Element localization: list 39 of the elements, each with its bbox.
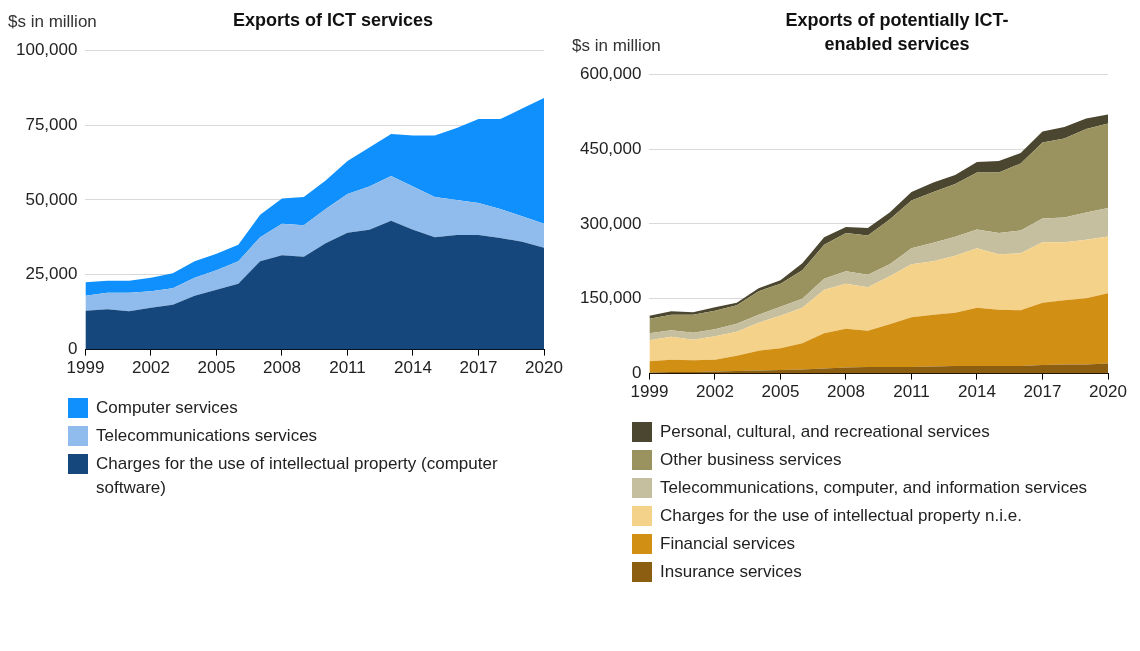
x-tick-label: 2017 bbox=[459, 358, 498, 378]
y-tick-label: 25,000 bbox=[25, 264, 78, 284]
legend-label: Telecommunications, computer, and information services bbox=[660, 477, 1088, 499]
y-tick-label: 0 bbox=[67, 339, 78, 359]
x-tick-label: 2011 bbox=[329, 358, 366, 378]
legend-label: Charges for the use of intellectual property (computer software) bbox=[96, 453, 499, 499]
x-tick-label: 2011 bbox=[893, 382, 930, 402]
y-axis-title: $s in million bbox=[572, 36, 661, 55]
y-tick-label: 150,000 bbox=[580, 288, 642, 308]
legend-label: Other business services bbox=[660, 449, 842, 471]
x-tick-label: 2002 bbox=[696, 382, 734, 402]
chart-title: Exports of potentially ICT-enabled services bbox=[784, 9, 1010, 56]
y-tick-label: 0 bbox=[631, 363, 642, 383]
x-tick-label: 2020 bbox=[525, 358, 563, 378]
x-tick-label: 2020 bbox=[1089, 382, 1127, 402]
x-tick-label: 2017 bbox=[1023, 382, 1062, 402]
x-tick-label: 2014 bbox=[958, 382, 996, 402]
x-tick-label: 2014 bbox=[394, 358, 432, 378]
legend-label: Charges for the use of intellectual property n.i.e. bbox=[660, 505, 1022, 527]
x-tick-label: 2008 bbox=[263, 358, 301, 378]
legend-label: Computer services bbox=[96, 397, 238, 419]
y-tick-label: 300,000 bbox=[580, 213, 642, 233]
y-tick-label: 450,000 bbox=[580, 138, 642, 158]
y-tick-label: 75,000 bbox=[25, 114, 78, 134]
legend-label: Telecommunications services bbox=[96, 425, 318, 447]
legend-label: Financial services bbox=[660, 533, 796, 555]
y-axis-title: $s in million bbox=[8, 12, 97, 31]
y-tick-label: 50,000 bbox=[25, 189, 78, 209]
x-tick-label: 2005 bbox=[761, 382, 800, 402]
x-tick-label: 2005 bbox=[197, 358, 236, 378]
x-tick-label: 2002 bbox=[132, 358, 170, 378]
x-tick-label: 2008 bbox=[827, 382, 865, 402]
x-tick-label: 1999 bbox=[630, 382, 669, 402]
legend-label: Insurance services bbox=[660, 561, 802, 583]
y-tick-label: 600,000 bbox=[580, 63, 642, 83]
chart-title: Exports of ICT services bbox=[231, 9, 435, 32]
y-tick-label: 100,000 bbox=[16, 39, 78, 59]
legend-label: Personal, cultural, and recreational services bbox=[660, 421, 990, 443]
x-tick-label: 1999 bbox=[66, 358, 105, 378]
